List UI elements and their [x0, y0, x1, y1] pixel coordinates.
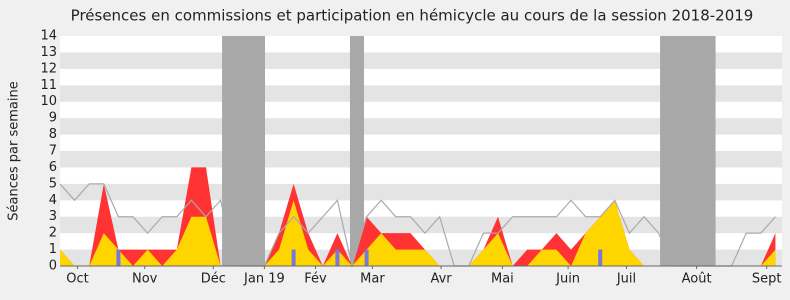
x-tick-label: Juin: [555, 272, 580, 287]
y-tick-label: 9: [49, 111, 57, 126]
area: [60, 200, 776, 266]
y-tick-label: 4: [49, 193, 57, 208]
bar: [335, 249, 340, 266]
y-tick-label: 13: [40, 45, 57, 60]
x-tick-label: Avr: [430, 272, 452, 287]
y-tick-label: 10: [40, 94, 57, 109]
y-tick-label: 0: [49, 259, 57, 274]
y-tick-label: 1: [49, 242, 57, 257]
bar: [291, 249, 296, 266]
x-tick-label: Mar: [360, 272, 385, 287]
shaded-range: [660, 36, 716, 266]
y-tick-label: 2: [49, 226, 57, 241]
x-tick-label: Nov: [132, 272, 158, 287]
x-tick-label: Août: [682, 272, 712, 287]
x-tick-label: Déc: [201, 272, 226, 287]
y-tick-label: 8: [49, 127, 57, 142]
bar: [364, 249, 369, 266]
y-tick-label: 6: [49, 160, 57, 175]
y-axis-label: Séances par semaine: [7, 81, 22, 220]
y-tick-label: 5: [49, 176, 57, 191]
line: [59, 183, 776, 269]
bar: [116, 249, 121, 266]
y-tick-label: 7: [49, 144, 57, 159]
x-tick-label: Juil: [616, 272, 636, 287]
y-tick-label: 3: [49, 209, 57, 224]
bar: [598, 249, 603, 266]
shaded-range: [349, 36, 364, 266]
x-tick-label: Sept: [752, 272, 782, 287]
x-tick-label: Fév: [304, 272, 327, 287]
shaded-range: [222, 36, 265, 266]
x-tick-label: Oct: [66, 272, 88, 287]
x-tick-label: Mai: [491, 272, 514, 287]
chart-title: Présences en commissions et participatio…: [71, 7, 754, 25]
x-tick-label: Jan 19: [243, 272, 285, 287]
y-tick-label: 14: [40, 29, 57, 44]
y-tick-label: 11: [40, 78, 57, 93]
y-tick-label: 12: [40, 61, 57, 76]
